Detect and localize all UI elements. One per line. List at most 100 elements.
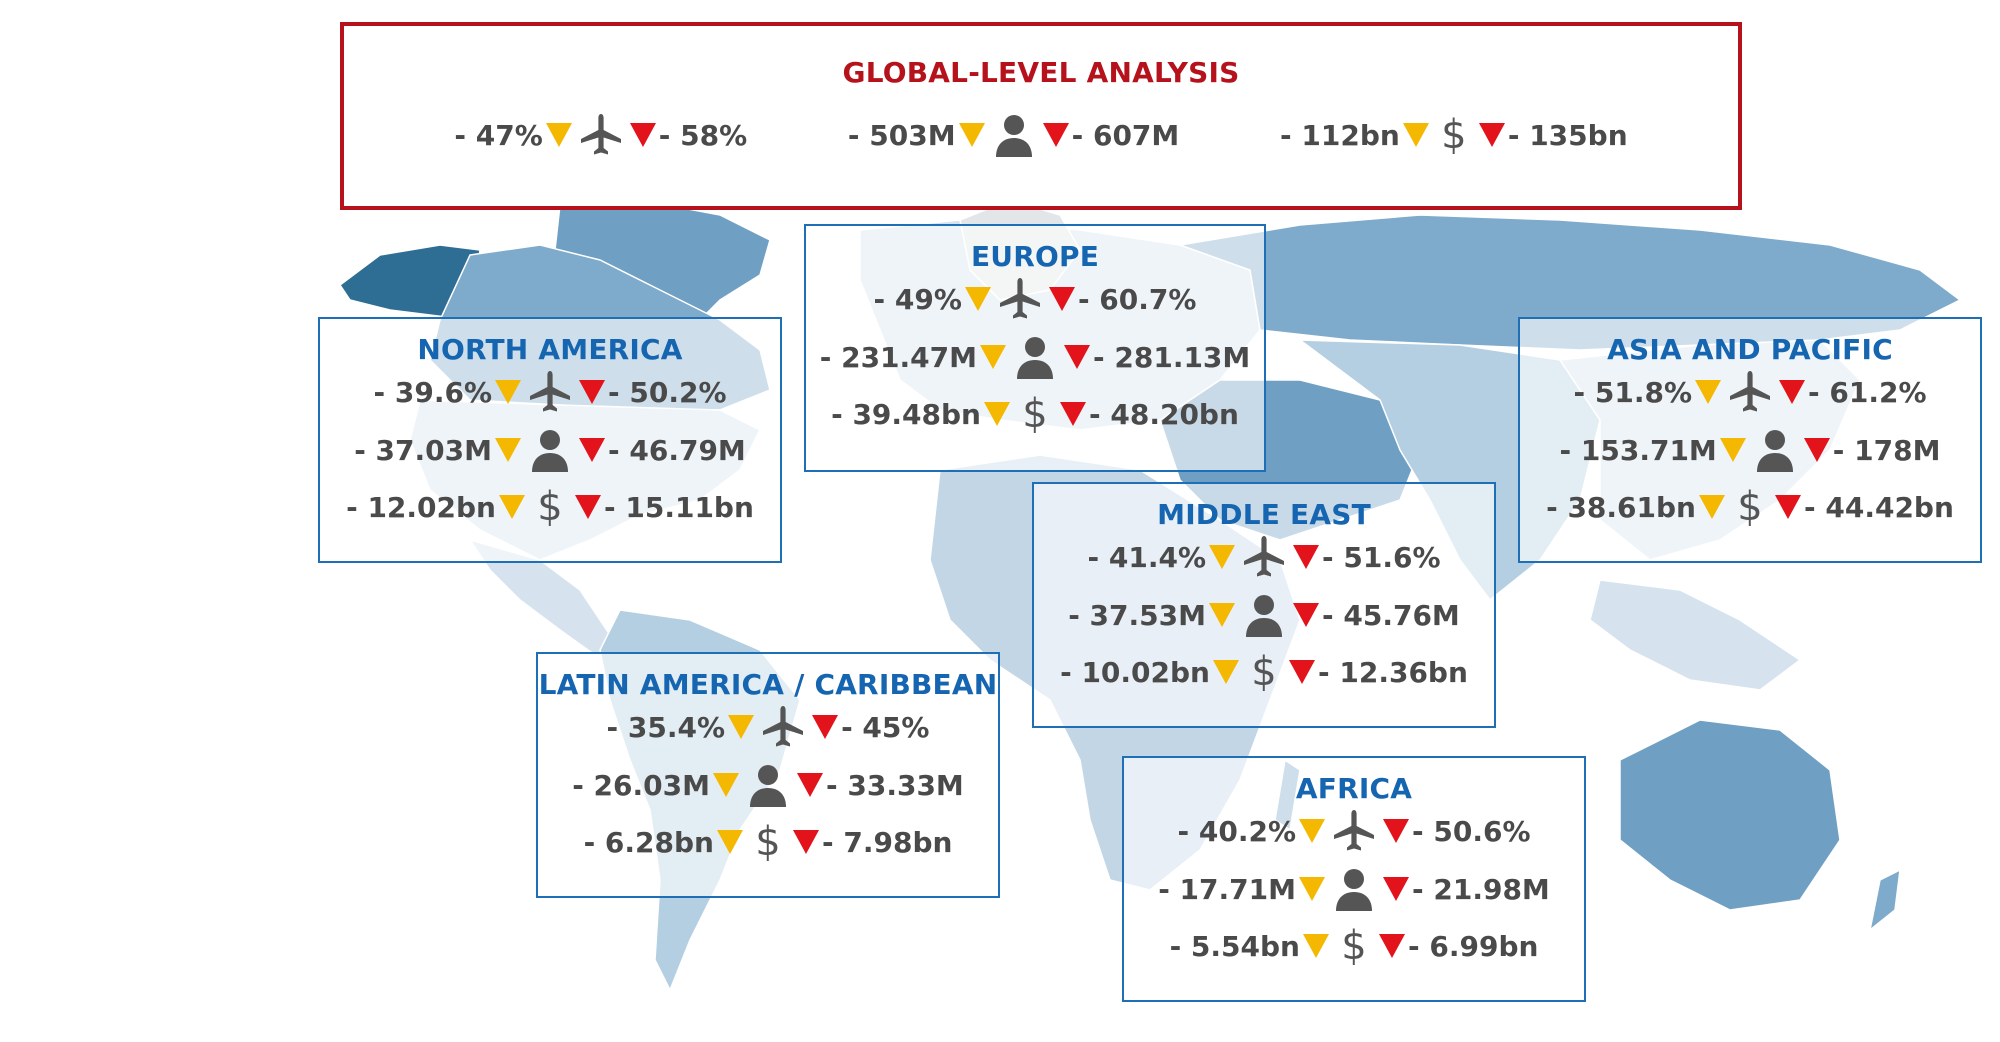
dollar-icon: $ — [1341, 923, 1367, 969]
global-title: GLOBAL-LEVEL ANALYSIS — [842, 56, 1240, 89]
person-icon — [990, 111, 1038, 159]
decrease-yellow-icon — [1209, 545, 1235, 569]
flights-row: - 40.2% - 50.6% — [1124, 807, 1584, 855]
flights-low-value: - 41.4% — [1087, 540, 1206, 574]
decrease-yellow-icon — [1719, 438, 1746, 462]
decrease-yellow-icon — [713, 773, 739, 797]
region-panel-africa: AFRICA - 40.2% - 50.6% - 17.71M - 21.98M - 5.… — [1122, 756, 1586, 1002]
decrease-yellow-icon — [1213, 660, 1239, 684]
decrease-red-icon — [575, 495, 601, 519]
passengers-row: - 231.47M - 281.13M — [806, 333, 1264, 381]
decrease-yellow-icon — [1402, 123, 1429, 147]
passengers-low-value: - 231.47M — [819, 340, 977, 374]
dollar-icon: $ — [1251, 649, 1277, 695]
passengers-row: - 17.71M - 21.98M — [1124, 865, 1584, 913]
flights-row: - 41.4% - 51.6% — [1034, 533, 1494, 581]
dollar-icon: $ — [1022, 391, 1048, 437]
passengers-high-value: - 21.98M — [1412, 872, 1550, 906]
airplane-icon — [526, 368, 574, 416]
passengers-row: - 26.03M - 33.33M — [538, 761, 998, 809]
region-panel-asia-pacific: ASIA AND PACIFIC - 51.8% - 61.2% - 153.71M -… — [1518, 317, 1982, 563]
revenue-low-value: - 10.02bn — [1060, 655, 1210, 689]
flights-high-value: - 58% — [658, 118, 748, 152]
flights-high-value: - 51.6% — [1322, 540, 1441, 574]
region-title: ASIA AND PACIFIC — [1607, 333, 1893, 366]
new-zealand-shape — [1868, 868, 1901, 932]
decrease-red-icon — [1379, 934, 1405, 958]
person-icon — [1751, 426, 1799, 474]
airplane-icon — [1330, 807, 1378, 855]
revenue-high-value: - 15.11bn — [604, 490, 754, 524]
passengers-high-value: - 281.13M — [1093, 340, 1251, 374]
decrease-red-icon — [1048, 287, 1075, 311]
decrease-red-icon — [1775, 495, 1801, 519]
passengers-low-value: - 26.03M — [572, 768, 710, 802]
region-title: LATIN AMERICA / CARIBBEAN — [538, 668, 998, 701]
revenue-low-value: - 112bn — [1280, 118, 1400, 152]
decrease-red-icon — [793, 830, 819, 854]
revenue-low-value: - 5.54bn — [1169, 929, 1300, 963]
revenue-high-value: - 135bn — [1507, 118, 1628, 152]
person-icon — [1011, 333, 1059, 381]
decrease-red-icon — [812, 715, 839, 739]
revenue-row: - 39.48bn $ - 48.20bn — [806, 391, 1264, 437]
passengers-low-value: - 503M — [847, 118, 956, 152]
flights-row: - 39.6% - 50.2% — [320, 368, 780, 416]
flights-low-value: - 49% — [873, 282, 962, 316]
flights-row: - 51.8% - 61.2% — [1520, 368, 1980, 416]
decrease-yellow-icon — [1299, 877, 1325, 901]
region-title: AFRICA — [1295, 772, 1413, 805]
revenue-low-value: - 12.02bn — [346, 490, 496, 524]
flights-row: - 35.4% - 45% — [538, 703, 998, 751]
airplane-icon — [577, 111, 625, 159]
revenue-low-value: - 39.48bn — [831, 397, 981, 431]
dollar-icon: $ — [537, 484, 563, 530]
region-title: EUROPE — [970, 240, 1100, 273]
flights-high-value: - 60.7% — [1077, 282, 1197, 316]
decrease-red-icon — [1478, 123, 1505, 147]
passengers-row: - 37.53M - 45.76M — [1034, 591, 1494, 639]
decrease-red-icon — [1289, 660, 1315, 684]
decrease-red-icon — [1060, 402, 1086, 426]
passengers-row: - 153.71M - 178M — [1520, 426, 1980, 474]
passengers-low-value: - 37.53M — [1068, 598, 1206, 632]
decrease-yellow-icon — [1299, 819, 1325, 843]
global-revenue-row: - 112bn $ - 135bn — [1280, 111, 1628, 159]
flights-low-value: - 51.8% — [1573, 375, 1692, 409]
passengers-high-value: - 46.79M — [608, 433, 746, 467]
decrease-red-icon — [579, 438, 605, 462]
decrease-red-icon — [1293, 545, 1319, 569]
region-panel-middle-east: MIDDLE EAST - 41.4% - 51.6% - 37.53M - 45.76… — [1032, 482, 1496, 728]
person-icon — [526, 426, 574, 474]
flights-high-value: - 50.6% — [1412, 814, 1531, 848]
dollar-icon: $ — [1441, 112, 1467, 158]
decrease-red-icon — [1383, 877, 1409, 901]
decrease-yellow-icon — [728, 715, 755, 739]
decrease-red-icon — [629, 123, 656, 147]
flights-low-value: - 35.4% — [606, 710, 726, 744]
flights-high-value: - 50.2% — [608, 375, 727, 409]
flights-high-value: - 45% — [841, 710, 930, 744]
airplane-icon — [996, 275, 1044, 323]
region-panel-latin-america: LATIN AMERICA / CARIBBEAN - 35.4% - 45% - 2… — [536, 652, 1000, 898]
decrease-red-icon — [1064, 345, 1090, 369]
decrease-yellow-icon — [1699, 495, 1725, 519]
decrease-red-icon — [797, 773, 823, 797]
revenue-high-value: - 12.36bn — [1318, 655, 1468, 689]
global-passengers-row: - 503M - 607M — [848, 111, 1179, 159]
person-icon — [744, 761, 792, 809]
passengers-high-value: - 607M — [1071, 118, 1180, 152]
decrease-red-icon — [1803, 438, 1830, 462]
decrease-yellow-icon — [980, 345, 1006, 369]
revenue-low-value: - 6.28bn — [583, 825, 714, 859]
passengers-low-value: - 37.03M — [354, 433, 492, 467]
passengers-high-value: - 45.76M — [1322, 598, 1460, 632]
airplane-icon — [1726, 368, 1774, 416]
southeast-asia-shape — [1589, 579, 1802, 691]
region-panel-north-america: NORTH AMERICA - 39.6% - 50.2% - 37.03M - 46.… — [318, 317, 782, 563]
revenue-high-value: - 44.42bn — [1804, 490, 1954, 524]
decrease-red-icon — [1293, 603, 1319, 627]
region-title: MIDDLE EAST — [1157, 498, 1371, 531]
revenue-high-value: - 6.99bn — [1408, 929, 1539, 963]
global-analysis-panel: GLOBAL-LEVEL ANALYSIS - 47% - 58% - 503M… — [340, 22, 1742, 210]
